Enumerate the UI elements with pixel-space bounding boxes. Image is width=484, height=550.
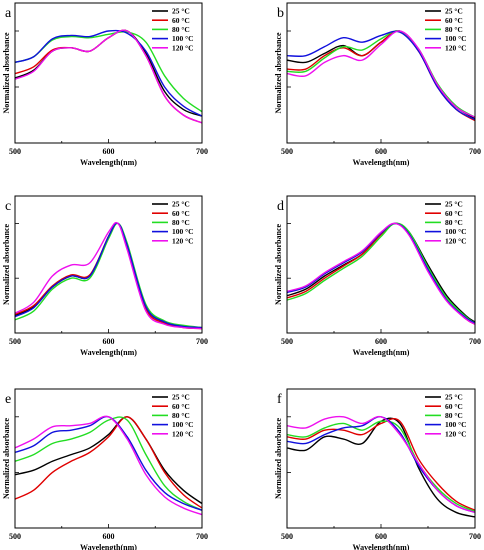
legend-label-1: 25 °C: [172, 7, 190, 16]
x-tick-label: 700: [196, 337, 208, 346]
panel-letter: d: [277, 199, 284, 214]
series-line-3: [287, 222, 475, 324]
series-group: [15, 221, 202, 330]
x-axis-title: Wavelength(nm): [80, 158, 137, 167]
panel-b: 500 600 700 Wavelength(nm) Normalized absorb…: [274, 2, 481, 167]
x-tick-label: 700: [196, 147, 208, 156]
legend-label-5: 120 °C: [445, 429, 467, 438]
legend-label-3: 80 °C: [172, 411, 190, 420]
series-group: [287, 415, 475, 518]
panel-a: 500 600 700 Wavelength(nm) Normalized absorb…: [2, 2, 208, 167]
series-line-1: [15, 416, 202, 505]
panel-letter: f: [277, 392, 282, 407]
legend-label-4: 100 °C: [445, 420, 467, 429]
x-axis-title: Wavelength(nm): [353, 158, 410, 167]
y-axis-title: Normalized absorbance: [2, 418, 11, 500]
panel-f: 500 600 700 Wavelength(nm) Normalized absorb…: [274, 388, 481, 550]
legend-label-2: 60 °C: [445, 209, 463, 218]
x-tick-label: 500: [281, 532, 293, 541]
x-tick-label: 700: [469, 147, 481, 156]
legend-label-2: 60 °C: [172, 402, 190, 411]
legend-label-4: 100 °C: [172, 34, 194, 43]
series-line-4: [287, 30, 475, 121]
legend-label-2: 60 °C: [172, 209, 190, 218]
x-tick-label: 600: [103, 147, 115, 156]
legend-label-4: 100 °C: [445, 34, 467, 43]
panel-e: 500 600 700 Wavelength(nm) Normalized absorb…: [2, 388, 208, 550]
series-line-4: [15, 29, 202, 117]
series-line-5: [287, 30, 475, 118]
legend-label-4: 100 °C: [172, 227, 194, 236]
x-axis-title: Wavelength(nm): [353, 348, 410, 357]
legend-label-1: 25 °C: [445, 7, 463, 16]
x-axis-title: Wavelength(nm): [80, 348, 137, 357]
y-axis-title: Normalized absorbance: [274, 224, 283, 306]
series-line-3: [287, 30, 475, 118]
panel-letter: b: [277, 6, 284, 21]
x-axis-title: Wavelength(nm): [80, 543, 137, 550]
x-tick-label: 500: [281, 147, 293, 156]
x-tick-label: 700: [196, 532, 208, 541]
series-line-3: [287, 420, 475, 513]
panel-letter: e: [5, 392, 11, 407]
y-axis-title: Normalized absorbance: [274, 32, 283, 114]
x-tick-label: 600: [103, 337, 115, 346]
panel-c: 500 600 700 Wavelength(nm) Normalized absorb…: [2, 195, 208, 357]
legend-label-1: 25 °C: [172, 200, 190, 209]
x-tick-label: 500: [9, 147, 21, 156]
legend-label-5: 120 °C: [445, 43, 467, 52]
legend-label-3: 80 °C: [445, 411, 463, 420]
series-line-5: [15, 415, 202, 516]
legend-label-3: 80 °C: [445, 218, 463, 227]
legend-label-3: 80 °C: [445, 25, 463, 34]
legend-label-1: 25 °C: [445, 393, 463, 402]
legend-label-2: 60 °C: [172, 16, 190, 25]
series-line-2: [15, 416, 202, 509]
legend-label-5: 120 °C: [445, 236, 467, 245]
series-line-5: [287, 222, 475, 325]
legend-label-5: 120 °C: [172, 236, 194, 245]
legend-label-4: 100 °C: [445, 227, 467, 236]
legend-label-3: 80 °C: [172, 25, 190, 34]
panel-d: 500 600 700 Wavelength(nm) Normalized absorb…: [274, 195, 481, 357]
y-axis-title: Normalized absorbance: [2, 32, 11, 114]
series-line-3: [15, 416, 202, 511]
x-tick-label: 600: [375, 147, 387, 156]
x-tick-label: 700: [469, 337, 481, 346]
legend-label-3: 80 °C: [172, 218, 190, 227]
series-line-2: [287, 418, 475, 511]
legend-label-4: 100 °C: [172, 420, 194, 429]
series-group: [15, 415, 202, 516]
panel-letter: c: [5, 199, 11, 214]
legend-label-5: 120 °C: [172, 43, 194, 52]
x-tick-label: 600: [103, 532, 115, 541]
x-tick-label: 500: [9, 532, 21, 541]
legend-label-2: 60 °C: [445, 402, 463, 411]
series-line-5: [15, 29, 202, 124]
legend-label-1: 25 °C: [172, 393, 190, 402]
series-group: [287, 30, 475, 122]
x-tick-label: 600: [375, 532, 387, 541]
series-line-5: [287, 415, 475, 514]
y-axis-title: Normalized absorbance: [274, 418, 283, 500]
x-tick-label: 500: [9, 337, 21, 346]
x-tick-label: 500: [281, 337, 293, 346]
series-group: [287, 222, 475, 325]
legend-label-1: 25 °C: [445, 200, 463, 209]
panel-letter: a: [5, 6, 12, 21]
legend-label-2: 60 °C: [445, 16, 463, 25]
series-group: [15, 29, 202, 124]
series-line-5: [15, 221, 202, 330]
x-tick-label: 600: [375, 337, 387, 346]
legend-label-5: 120 °C: [172, 429, 194, 438]
x-tick-label: 700: [469, 532, 481, 541]
x-axis-title: Wavelength(nm): [353, 543, 410, 550]
y-axis-title: Normalized absorbance: [2, 224, 11, 306]
series-line-4: [15, 222, 202, 329]
